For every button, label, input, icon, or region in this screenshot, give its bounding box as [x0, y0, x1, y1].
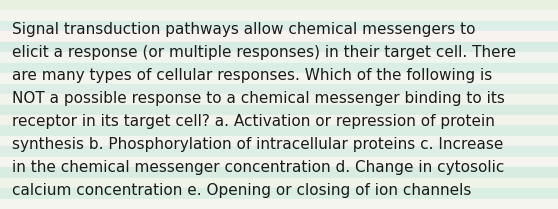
Bar: [0, 146, 558, 157]
Bar: [0, 125, 558, 136]
Bar: [0, 199, 558, 209]
Bar: [0, 10, 558, 21]
Bar: [0, 42, 558, 52]
Bar: [0, 104, 558, 115]
Text: are many types of cellular responses. Which of the following is: are many types of cellular responses. Wh…: [12, 68, 492, 83]
Text: elicit a response (or multiple responses) in their target cell. There: elicit a response (or multiple responses…: [12, 45, 516, 60]
Bar: [0, 115, 558, 125]
Bar: [0, 178, 558, 188]
Bar: [0, 84, 558, 94]
Bar: [0, 21, 558, 31]
Text: Signal transduction pathways allow chemical messengers to: Signal transduction pathways allow chemi…: [12, 22, 475, 37]
Bar: [0, 0, 558, 10]
Text: synthesis b. Phosphorylation of intracellular proteins c. Increase: synthesis b. Phosphorylation of intracel…: [12, 137, 503, 152]
Bar: [0, 63, 558, 73]
Bar: [0, 31, 558, 42]
Text: receptor in its target cell? a. Activation or repression of protein: receptor in its target cell? a. Activati…: [12, 114, 495, 129]
Bar: [0, 167, 558, 178]
Text: NOT a possible response to a chemical messenger binding to its: NOT a possible response to a chemical me…: [12, 91, 505, 106]
Bar: [0, 188, 558, 199]
Text: calcium concentration e. Opening or closing of ion channels: calcium concentration e. Opening or clos…: [12, 183, 472, 198]
Text: in the chemical messenger concentration d. Change in cytosolic: in the chemical messenger concentration …: [12, 160, 504, 175]
Bar: [0, 136, 558, 146]
Bar: [0, 52, 558, 63]
Bar: [0, 94, 558, 104]
Bar: [0, 73, 558, 84]
Bar: [0, 157, 558, 167]
